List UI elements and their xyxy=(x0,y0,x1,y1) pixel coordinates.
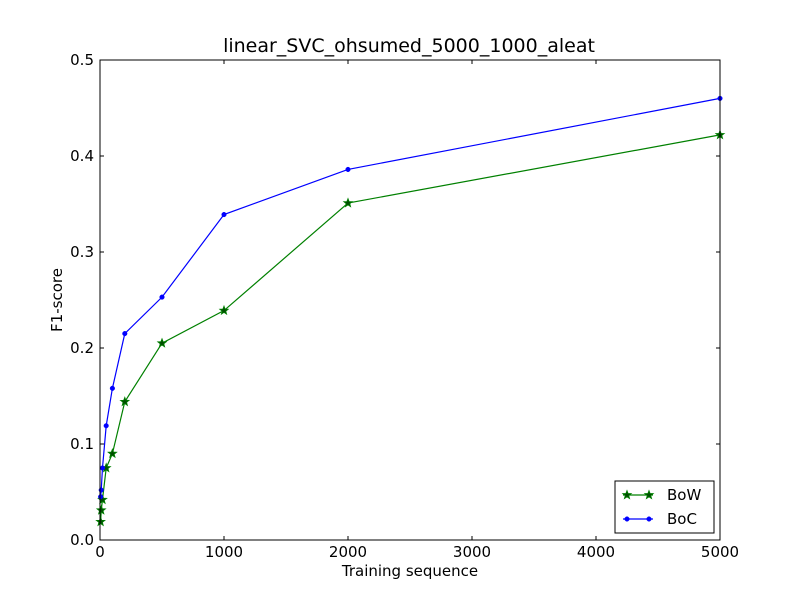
y-tick-label: 0.1 xyxy=(70,435,94,453)
legend-box xyxy=(614,480,715,534)
y-tick-label: 0.2 xyxy=(70,339,94,357)
x-tick-label: 5000 xyxy=(701,543,739,561)
y-tick-label: 0.5 xyxy=(70,51,94,69)
data-point-boc xyxy=(99,465,106,471)
y-axis-label: F1-score xyxy=(48,268,66,332)
series-line-boc xyxy=(100,97,721,497)
x-tick-label: 3000 xyxy=(453,543,491,561)
tick-layer: 0 1000 2000 3000 4000 5000 0.0 0.1 0.2 0.3 0.4 0.5 xyxy=(70,51,739,561)
x-tick-label: 2000 xyxy=(329,543,367,561)
data-point-bow xyxy=(218,304,230,316)
series-line-bow xyxy=(100,134,721,522)
legend-item-boc: BoC xyxy=(623,510,697,528)
y-tick-label: 0.4 xyxy=(70,147,94,165)
series-boc xyxy=(98,95,723,500)
data-point-boc xyxy=(109,385,115,391)
data-point-boc xyxy=(159,294,165,300)
legend-marker xyxy=(646,516,652,522)
legend-marker xyxy=(621,489,633,500)
legend-label: BoC xyxy=(667,510,697,528)
x-tick-label: 0 xyxy=(95,543,105,561)
data-point-boc xyxy=(345,166,351,172)
plot-area xyxy=(100,60,720,540)
y-tick-label: 0.0 xyxy=(70,531,94,549)
x-tick-label: 4000 xyxy=(577,543,615,561)
data-point-boc xyxy=(103,423,109,429)
legend-label: BoW xyxy=(667,486,701,504)
legend-marker xyxy=(643,489,655,500)
chart-title: linear_SVC_ohsumed_5000_1000_aleat xyxy=(223,35,595,57)
data-point-bow xyxy=(107,447,118,459)
series-layer xyxy=(95,95,726,527)
y-tick-label: 0.3 xyxy=(70,243,94,261)
data-point-bow xyxy=(156,337,168,348)
data-point-boc xyxy=(122,331,128,337)
legend-marker xyxy=(624,516,630,522)
data-point-bow xyxy=(95,516,106,527)
legend-items: BoW BoC xyxy=(621,486,701,528)
data-point-bow xyxy=(119,396,131,407)
data-point-bow xyxy=(95,504,107,515)
legend: BoW BoC xyxy=(614,480,715,534)
x-axis-label: Training sequence xyxy=(341,562,478,580)
data-point-bow xyxy=(342,197,354,208)
data-point-boc xyxy=(221,212,227,218)
data-point-boc xyxy=(98,494,104,500)
plot-frame xyxy=(99,59,721,541)
x-tick-label: 1000 xyxy=(205,543,243,561)
legend-item-bow: BoW xyxy=(621,486,701,504)
